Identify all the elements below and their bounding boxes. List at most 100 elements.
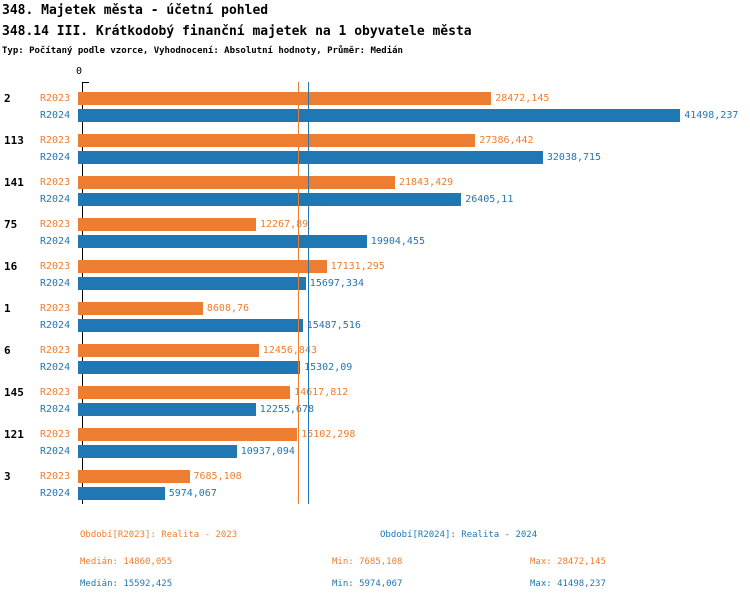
value-label: 7685,108 bbox=[193, 471, 242, 482]
legend-min-r2023: Min: 7685,108 bbox=[332, 557, 403, 567]
page-title: 348. Majetek města - účetní pohled bbox=[2, 3, 269, 18]
bar-r2024 bbox=[78, 151, 543, 164]
bar-track: 12255,678 bbox=[78, 403, 750, 416]
series-label-r2023: R2023 bbox=[40, 429, 71, 440]
bar-track: 14617,812 bbox=[78, 386, 750, 399]
value-label: 15487,516 bbox=[306, 320, 361, 331]
bar-track: 15302,09 bbox=[78, 361, 750, 374]
series-label-r2024: R2024 bbox=[40, 362, 71, 373]
bar-group: 113 R2023 27386,442 R2024 32038,715 bbox=[0, 132, 750, 166]
bar-r2024 bbox=[78, 193, 462, 206]
bar-track: 5974,067 bbox=[78, 487, 750, 500]
bar-track: 15487,516 bbox=[78, 319, 750, 332]
value-label: 15697,334 bbox=[309, 278, 364, 289]
chart-title: 348.14 III. Krátkodobý finanční majetek … bbox=[2, 24, 472, 39]
bar-row-r2023: 141 R2023 21843,429 bbox=[0, 174, 750, 191]
bar-row-r2024: R2024 41498,237 bbox=[0, 107, 750, 124]
category-label: 121 bbox=[4, 428, 24, 441]
bar-row-r2024: R2024 15697,334 bbox=[0, 275, 750, 292]
bar-track: 15102,298 bbox=[78, 428, 750, 441]
bar-track: 26405,11 bbox=[78, 193, 750, 206]
category-label: 75 bbox=[4, 218, 18, 231]
series-label-r2023: R2023 bbox=[40, 177, 71, 188]
series-label-r2024: R2024 bbox=[40, 404, 71, 415]
value-label: 8608,76 bbox=[206, 303, 250, 314]
bar-row-r2023: 121 R2023 15102,298 bbox=[0, 426, 750, 443]
bar-track: 7685,108 bbox=[78, 470, 750, 483]
x-axis-tick bbox=[82, 82, 89, 83]
value-label: 12255,678 bbox=[259, 404, 314, 415]
series-label-r2024: R2024 bbox=[40, 152, 71, 163]
series-label-r2024: R2024 bbox=[40, 278, 71, 289]
value-label: 5974,067 bbox=[168, 488, 217, 499]
bar-track: 28472,145 bbox=[78, 92, 750, 105]
series-label-r2024: R2024 bbox=[40, 488, 71, 499]
category-label: 3 bbox=[4, 470, 11, 483]
bar-r2023 bbox=[78, 260, 327, 273]
bar-r2024 bbox=[78, 319, 303, 332]
series-label-r2023: R2023 bbox=[40, 387, 71, 398]
bar-row-r2024: R2024 19904,455 bbox=[0, 233, 750, 250]
bar-row-r2023: 145 R2023 14617,812 bbox=[0, 384, 750, 401]
category-label: 16 bbox=[4, 260, 18, 273]
value-label: 14617,812 bbox=[294, 387, 349, 398]
series-label-r2023: R2023 bbox=[40, 135, 71, 146]
value-label: 15302,09 bbox=[304, 362, 353, 373]
value-label: 41498,237 bbox=[684, 110, 739, 121]
bar-group: 121 R2023 15102,298 R2024 10937,094 bbox=[0, 426, 750, 460]
legend-median-r2024: Medián: 15592,425 bbox=[80, 579, 173, 589]
bar-track: 17131,295 bbox=[78, 260, 750, 273]
category-label: 113 bbox=[4, 134, 24, 147]
value-label: 27386,442 bbox=[479, 135, 534, 146]
bar-r2024 bbox=[78, 361, 301, 374]
chart-subtitle: Typ: Počítaný podle vzorce, Vyhodnocení:… bbox=[2, 46, 403, 56]
x-axis-origin-label: 0 bbox=[76, 66, 83, 77]
bar-group: 6 R2023 12456,843 R2024 15302,09 bbox=[0, 342, 750, 376]
bar-row-r2023: 113 R2023 27386,442 bbox=[0, 132, 750, 149]
bar-r2023 bbox=[78, 386, 291, 399]
bar-group: 145 R2023 14617,812 R2024 12255,678 bbox=[0, 384, 750, 418]
bar-r2023 bbox=[78, 428, 298, 441]
bar-r2024 bbox=[78, 277, 306, 290]
category-label: 1 bbox=[4, 302, 11, 315]
bar-group: 2 R2023 28472,145 R2024 41498,237 bbox=[0, 90, 750, 124]
bar-r2023 bbox=[78, 470, 190, 483]
bar-row-r2024: R2024 12255,678 bbox=[0, 401, 750, 418]
bar-r2023 bbox=[78, 344, 259, 357]
series-label-r2023: R2023 bbox=[40, 303, 71, 314]
bar-r2023 bbox=[78, 218, 256, 231]
bar-row-r2024: R2024 32038,715 bbox=[0, 149, 750, 166]
bar-track: 32038,715 bbox=[78, 151, 750, 164]
legend: Období[R2023]: Realita - 2023 Období[R20… bbox=[0, 524, 750, 602]
category-label: 2 bbox=[4, 92, 11, 105]
category-label: 6 bbox=[4, 344, 11, 357]
bar-track: 12456,843 bbox=[78, 344, 750, 357]
series-label-r2024: R2024 bbox=[40, 110, 71, 121]
bar-track: 12267,89 bbox=[78, 218, 750, 231]
bar-row-r2023: 3 R2023 7685,108 bbox=[0, 468, 750, 485]
bar-r2024 bbox=[78, 235, 367, 248]
series-label-r2024: R2024 bbox=[40, 194, 71, 205]
bar-track: 21843,429 bbox=[78, 176, 750, 189]
value-label: 17131,295 bbox=[330, 261, 385, 272]
series-label-r2024: R2024 bbox=[40, 236, 71, 247]
category-label: 145 bbox=[4, 386, 24, 399]
legend-max-r2023: Max: 28472,145 bbox=[530, 557, 606, 567]
category-label: 141 bbox=[4, 176, 24, 189]
series-label-r2023: R2023 bbox=[40, 219, 71, 230]
bar-r2024 bbox=[78, 445, 237, 458]
value-label: 15102,298 bbox=[301, 429, 356, 440]
bar-group: 141 R2023 21843,429 R2024 26405,11 bbox=[0, 174, 750, 208]
bar-row-r2024: R2024 5974,067 bbox=[0, 485, 750, 502]
bar-row-r2023: 1 R2023 8608,76 bbox=[0, 300, 750, 317]
bar-groups: 2 R2023 28472,145 R2024 41498,237 113 R2… bbox=[0, 90, 750, 510]
bar-track: 15697,334 bbox=[78, 277, 750, 290]
legend-median-r2023: Medián: 14860,055 bbox=[80, 557, 173, 567]
series-label-r2023: R2023 bbox=[40, 471, 71, 482]
bar-row-r2024: R2024 26405,11 bbox=[0, 191, 750, 208]
series-label-r2024: R2024 bbox=[40, 446, 71, 457]
bar-r2023 bbox=[78, 302, 203, 315]
bar-r2024 bbox=[78, 109, 681, 122]
bar-track: 27386,442 bbox=[78, 134, 750, 147]
bar-track: 8608,76 bbox=[78, 302, 750, 315]
